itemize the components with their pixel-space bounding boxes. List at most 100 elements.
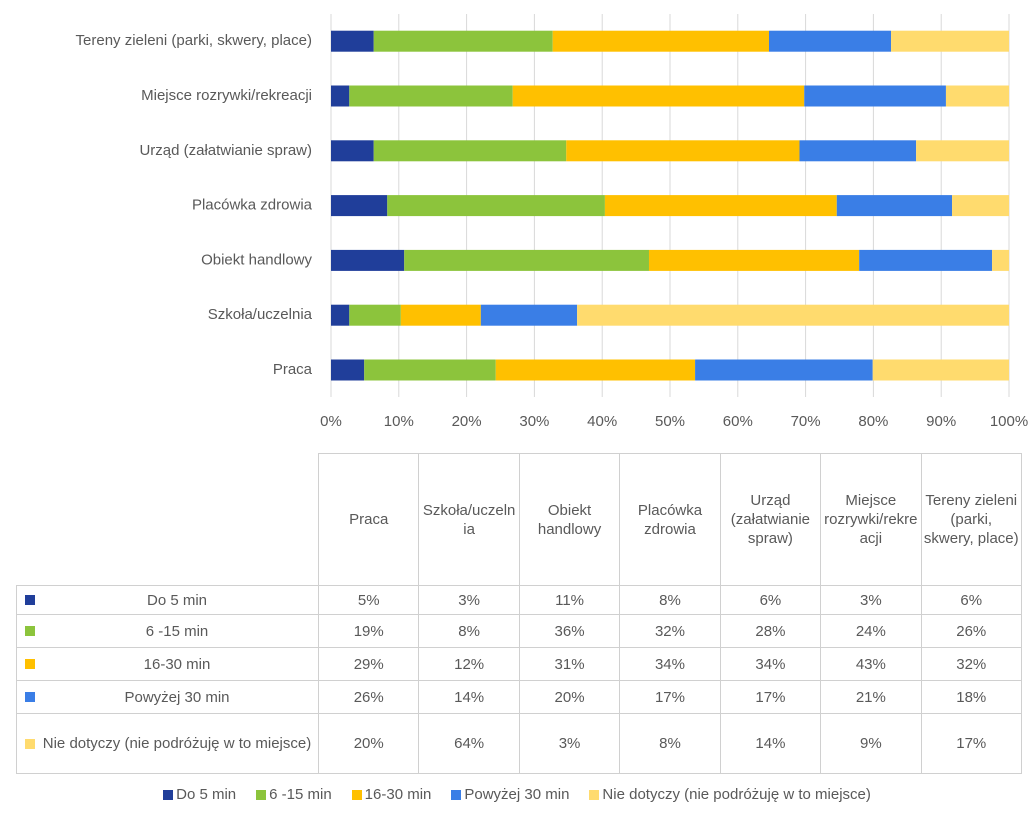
bar-segment (349, 304, 401, 326)
table-header: Obiekt handlowy (518, 453, 621, 586)
bar-segment (349, 85, 513, 107)
series-name: Powyżej 30 min (124, 688, 230, 706)
x-tick-label: 20% (452, 413, 482, 430)
bar-segment (577, 304, 1009, 326)
legend-swatch (25, 659, 35, 669)
bar-segment (331, 140, 374, 162)
legend-swatch (451, 789, 462, 800)
bar-segment (916, 140, 1009, 162)
x-tick-label: 90% (926, 413, 956, 430)
table-cell: 20% (318, 713, 420, 774)
table-row-header: Nie dotyczy (nie podróżuję w to miejsce) (16, 713, 319, 774)
table-cell: 34% (619, 647, 721, 681)
table-cell: 17% (920, 713, 1022, 774)
table-cell: 43% (820, 647, 922, 681)
legend-swatch (25, 595, 35, 605)
x-tick-label: 10% (384, 413, 414, 430)
bar-segment (373, 30, 553, 52)
bar-segment (331, 195, 388, 217)
table-header: Urząd (załatwianie spraw) (719, 453, 822, 586)
table-cell: 3% (820, 585, 922, 615)
bar-segment (331, 304, 350, 326)
bar-segment (604, 195, 837, 217)
table-cell: 26% (920, 614, 1022, 648)
table-cell: 17% (719, 680, 822, 714)
bar-segment (566, 140, 800, 162)
bar-segment (400, 304, 481, 326)
bar-segment (495, 359, 696, 381)
table-cell: 28% (719, 614, 822, 648)
legend-label: Do 5 min (176, 786, 237, 803)
y-tick-label: Miejsce rozrywki/rekreacji (141, 87, 312, 104)
legend-item: 16-30 min (351, 786, 431, 803)
table-cell: 5% (318, 585, 420, 615)
table-row-header: 16-30 min (16, 647, 319, 681)
table-cell: 11% (518, 585, 621, 615)
table-cell: 34% (719, 647, 822, 681)
bar-segment (331, 85, 350, 107)
x-tick-label: 0% (320, 413, 342, 430)
bar-segment (836, 195, 953, 217)
legend-swatch (25, 738, 35, 749)
legend-swatch (589, 789, 600, 800)
table-cell: 19% (318, 614, 420, 648)
bar-segment (512, 85, 805, 107)
bar-segment (331, 249, 405, 271)
table-cell: 26% (318, 680, 420, 714)
table-header: Miejsce rozrywki/rekreacji (820, 453, 922, 586)
legend-swatch (25, 626, 35, 636)
x-tick-label: 100% (990, 413, 1028, 430)
legend-swatch (256, 789, 267, 800)
legend-swatch (163, 789, 174, 800)
table-cell: 20% (518, 680, 621, 714)
bar-segment (952, 195, 1009, 217)
bar-segment (404, 249, 649, 271)
bar-segment (331, 359, 365, 381)
bar-segment (799, 140, 917, 162)
table-cell: 6% (719, 585, 822, 615)
table-cell: 64% (418, 713, 520, 774)
chart: 0% 10% 20% 30% 40% 50% 60% 70% 80% 90% 100% Praca Sz… (76, 14, 1028, 430)
table-cell: 3% (418, 585, 520, 615)
y-tick-label: Placówka zdrowia (192, 197, 313, 214)
bar-segment (373, 140, 567, 162)
table-cell: 12% (418, 647, 520, 681)
bar-segment (648, 249, 860, 271)
bar-segment (480, 304, 578, 326)
table-cell: 8% (619, 585, 721, 615)
table-cell: 31% (518, 647, 621, 681)
table-header: Szkoła/uczelnia (418, 453, 520, 586)
legend: Do 5 min 6 -15 min 16-30 min Powyżej 30 min… (0, 786, 1034, 803)
table-cell: 6% (920, 585, 1022, 615)
x-tick-label: 70% (791, 413, 821, 430)
y-tick-label: Tereny zieleni (parki, skwery, place) (76, 32, 312, 49)
bar-segment (364, 359, 496, 381)
series-name: 16-30 min (143, 655, 211, 673)
table-cell: 29% (318, 647, 420, 681)
series-name: Nie dotyczy (nie podróżuję w to miejsce) (42, 735, 312, 752)
x-tick-label: 50% (655, 413, 685, 430)
y-tick-label: Praca (273, 361, 313, 378)
table-cell: 3% (518, 713, 621, 774)
x-tick-label: 30% (519, 413, 549, 430)
table-cell: 14% (418, 680, 520, 714)
series-name: Do 5 min (146, 591, 208, 609)
legend-item: Nie dotyczy (nie podróżuję w to miejsce) (589, 786, 871, 803)
table-row-header: Do 5 min (16, 585, 319, 615)
table-cell: 9% (820, 713, 922, 774)
bar-segment (872, 359, 1009, 381)
bar-segment (552, 30, 769, 52)
x-tick-label: 80% (858, 413, 888, 430)
table-header: Tereny zieleni (parki, skwery, place) (920, 453, 1022, 586)
table-cell: 18% (920, 680, 1022, 714)
legend-item: Do 5 min (163, 786, 236, 803)
table-header: Placówka zdrowia (619, 453, 721, 586)
table-cell: 8% (619, 713, 721, 774)
table-row-header: Powyżej 30 min (16, 680, 319, 714)
bar-segment (768, 30, 892, 52)
table-row-header: 6 -15 min (16, 614, 319, 648)
legend-swatch (351, 789, 362, 800)
x-tick-label: 60% (723, 413, 753, 430)
bar-segment (804, 85, 946, 107)
legend-item: 6 -15 min (256, 786, 332, 803)
